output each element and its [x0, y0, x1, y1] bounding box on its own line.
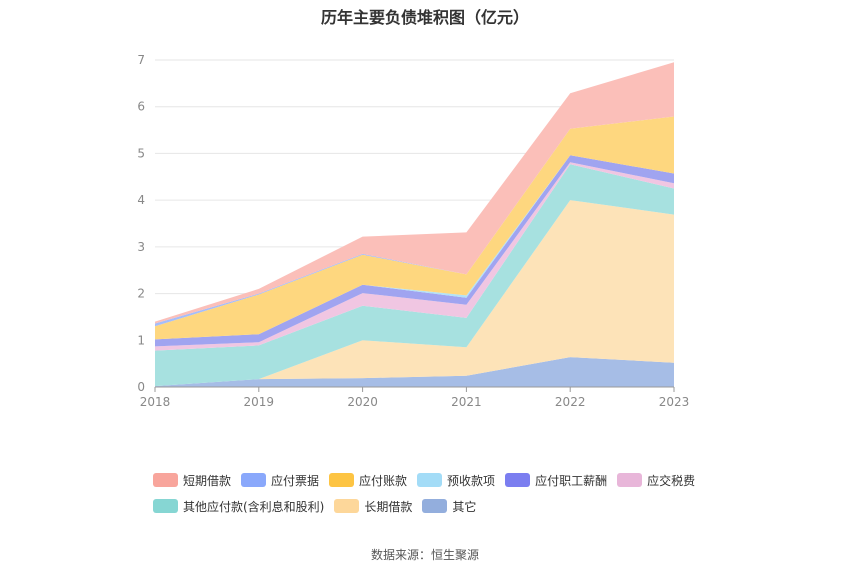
- chart-title: 历年主要负债堆积图（亿元）: [320, 8, 529, 27]
- legend-label: 预收款项: [447, 473, 496, 488]
- legend: 短期借款 应付票据 应付账款 预收款项 应付职工薪酬 应交税费 其他应付款(含利息和股利)…: [153, 471, 733, 523]
- axes: 0 1 2 3 4 5 6 7 2018 2019 2020 2021 2022 2023: [137, 53, 689, 409]
- legend-label: 应付账款: [359, 473, 408, 488]
- y-tick-label: 1: [137, 333, 145, 347]
- x-tick-label: 2019: [244, 395, 275, 409]
- x-tick-label: 2020: [347, 395, 378, 409]
- y-tick-label: 0: [137, 380, 145, 394]
- y-tick-label: 6: [137, 100, 145, 114]
- legend-item[interactable]: 应付票据: [241, 471, 319, 489]
- legend-swatch: [417, 473, 443, 487]
- legend-label: 应交税费: [647, 473, 696, 488]
- legend-item[interactable]: 应付职工薪酬: [505, 471, 607, 489]
- legend-item[interactable]: 预收款项: [417, 471, 495, 489]
- legend-item[interactable]: 应付账款: [329, 471, 407, 489]
- legend-label: 其他应付款(含利息和股利): [183, 499, 325, 514]
- legend-row: 其他应付款(含利息和股利) 长期借款 其它: [153, 497, 733, 523]
- legend-label: 应付职工薪酬: [535, 473, 608, 488]
- legend-item[interactable]: 长期借款: [334, 497, 412, 515]
- legend-swatch: [505, 473, 531, 487]
- x-tick-label: 2018: [140, 395, 171, 409]
- area-series-6: [155, 116, 674, 340]
- legend-swatch: [422, 499, 448, 513]
- legend-label: 短期借款: [183, 473, 232, 488]
- area-series: [155, 62, 674, 387]
- legend-swatch: [329, 473, 355, 487]
- data-source-note: 数据来源：恒生聚源: [370, 548, 479, 562]
- legend-swatch: [334, 499, 360, 513]
- area-series-0: [155, 357, 674, 387]
- legend-row: 短期借款 应付票据 应付账款 预收款项 应付职工薪酬 应交税费: [153, 471, 733, 497]
- area-series-1: [155, 200, 674, 387]
- x-tick-label: 2021: [451, 395, 482, 409]
- y-tick-label: 7: [137, 53, 145, 67]
- legend-item[interactable]: 其他应付款(含利息和股利): [153, 497, 324, 515]
- y-tick-label: 3: [137, 240, 145, 254]
- legend-label: 长期借款: [364, 499, 413, 514]
- legend-swatch: [153, 499, 178, 513]
- y-tick-label: 2: [137, 287, 145, 301]
- legend-swatch: [617, 473, 643, 487]
- x-tick-label: 2022: [555, 395, 586, 409]
- stacked-area-chart: 0 1 2 3 4 5 6 7 2018 2019 2020 2021 2022 2023: [137, 53, 689, 409]
- area-series-8: [155, 62, 674, 324]
- legend-swatch: [153, 473, 178, 487]
- legend-label: 其它: [452, 499, 477, 514]
- y-tick-label: 4: [137, 193, 145, 207]
- legend-item[interactable]: 应交税费: [617, 471, 695, 489]
- x-tick-label: 2023: [659, 395, 690, 409]
- area-series-2: [155, 164, 674, 387]
- legend-label: 应付票据: [271, 473, 320, 488]
- y-tick-label: 5: [137, 146, 145, 160]
- legend-item[interactable]: 短期借款: [153, 471, 231, 489]
- legend-item[interactable]: 其它: [422, 497, 476, 515]
- legend-swatch: [241, 473, 267, 487]
